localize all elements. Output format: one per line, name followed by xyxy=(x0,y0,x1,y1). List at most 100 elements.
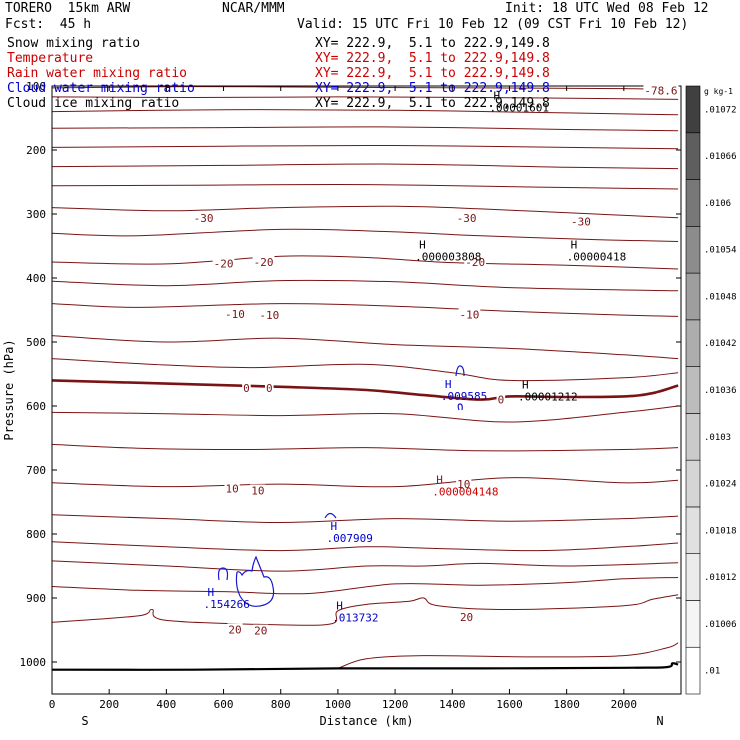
plot-frame xyxy=(51,85,682,695)
org-label: NCAR/MMM xyxy=(222,1,285,16)
colorbar-label-11: .01066 xyxy=(704,152,737,162)
x-tick-label: 1800 xyxy=(553,698,580,711)
isotherm-label-4: -20 xyxy=(214,257,234,270)
maximum-mark-3: H xyxy=(445,378,452,391)
x-tick-label: 600 xyxy=(214,698,234,711)
y-tick-label: 900 xyxy=(26,592,46,605)
isotherm-label-6: -20 xyxy=(465,256,485,269)
isotherm-label-bg xyxy=(242,382,251,394)
isotherm-label-18: 20 xyxy=(254,625,267,638)
isotherm-line-5 xyxy=(51,163,679,170)
colorbar-swatch-1 xyxy=(685,600,701,648)
y-tick-label: 200 xyxy=(26,144,46,157)
x-tick-label: 2000 xyxy=(611,698,638,711)
colorbar-label-9: .01054 xyxy=(704,246,737,256)
maximum-value-0: .00001601 xyxy=(489,101,549,114)
isotherm-label-bg xyxy=(496,393,506,405)
colorbar-swatch-3 xyxy=(685,506,701,554)
x-tick-label: 1400 xyxy=(439,698,466,711)
isotherm-label-17: 20 xyxy=(228,623,241,636)
x-tick-label: 1200 xyxy=(382,698,409,711)
isotherm-label-bg xyxy=(264,382,274,394)
maximum-mark-5: H xyxy=(436,473,443,486)
isotherm-line-4 xyxy=(51,144,679,150)
colorbar-swatch-0 xyxy=(685,646,701,695)
maximum-value-6: .007909 xyxy=(326,532,372,545)
y-tick-label: 400 xyxy=(26,272,46,285)
maximum-mark-2: H xyxy=(571,238,578,251)
field-xy-cloud-water: XY= 222.9, 5.1 to 222.9,149.8 xyxy=(315,81,550,96)
colorbar-swatch-11 xyxy=(685,132,701,180)
init-label: Init: 18 UTC Wed 08 Feb 12 xyxy=(505,1,709,16)
field-label-cloud-water: Cloud water mixing ratio xyxy=(7,81,195,96)
maximum-value-5: .000004148 xyxy=(432,485,498,498)
field-label-cloud-ice: Cloud ice mixing ratio xyxy=(7,96,180,111)
ground-line xyxy=(51,662,679,671)
x-axis-title: Distance (km) xyxy=(320,714,414,728)
isotherm-label-bg xyxy=(224,307,246,319)
y-tick-label: 700 xyxy=(26,464,46,477)
isotherm-line-16 xyxy=(51,443,679,452)
colorbar-label-4: .01024 xyxy=(704,480,737,490)
isotherm-label-11: 0 xyxy=(266,382,273,395)
isotherm-label-7: -10 xyxy=(225,308,245,321)
isotherm-label-bg xyxy=(224,482,240,494)
maximum-value-1: .000003808 xyxy=(415,250,481,263)
colorbar-label-8: .01048 xyxy=(704,292,737,302)
maximum-mark-7: H xyxy=(208,586,215,599)
y-tick-label: 300 xyxy=(26,208,46,221)
colorbar-label-3: .01018 xyxy=(704,526,737,536)
isotherm-label-bg xyxy=(458,611,475,623)
isotherm-label-2: -30 xyxy=(457,212,477,225)
isotherm-line-11 xyxy=(51,303,679,317)
field-xy-temperature: XY= 222.9, 5.1 to 222.9,149.8 xyxy=(315,51,550,66)
maximum-mark-8: H xyxy=(336,599,343,612)
isotherm-label-12: 0 xyxy=(498,394,505,407)
field-label-snow: Snow mixing ratio xyxy=(7,36,141,51)
maximum-mark-1: H xyxy=(419,238,426,251)
isotherm-label-bg xyxy=(253,624,269,636)
colorbar-swatch-12 xyxy=(685,85,701,134)
isotherm-label-bg xyxy=(192,211,215,223)
isotherm-line-9 xyxy=(51,255,679,270)
colorbar-swatch-6 xyxy=(685,366,701,414)
cloud-water-contour-4 xyxy=(324,512,337,519)
isotherm-label-13: 10 xyxy=(225,483,238,496)
x-tick-label: 200 xyxy=(99,698,119,711)
isotherm-label-bg xyxy=(455,211,478,223)
colorbar-label-7: .01042 xyxy=(704,339,737,349)
maximum-value-2: .00000418 xyxy=(567,250,627,263)
maximum-mark-6: H xyxy=(330,520,337,533)
y-tick-label: 800 xyxy=(26,528,46,541)
isotherm-line-7 xyxy=(51,205,679,219)
isotherm-label-bg xyxy=(464,256,487,267)
isotherm-line-3 xyxy=(51,126,679,132)
colorbar-swatch-7 xyxy=(685,319,701,367)
isotherm-line-6 xyxy=(51,183,679,190)
isotherm-line-17 xyxy=(51,477,679,488)
field-label-rain: Rain water mixing ratio xyxy=(7,66,188,81)
isotherm-line-10 xyxy=(51,279,679,292)
x-tick-label: 0 xyxy=(49,698,56,711)
maximum-value-7: .154266 xyxy=(204,598,250,611)
isotherm-line-1 xyxy=(51,96,679,100)
isotherm-line-15 xyxy=(51,405,679,423)
colorbar-label-12: .01072 xyxy=(704,105,737,115)
cloud-water-contour-3 xyxy=(457,403,463,411)
isotherm-line-22 xyxy=(51,594,679,626)
isotherm-label-1: -30 xyxy=(194,212,214,225)
model-label: TORERO 15km ARW xyxy=(5,1,131,16)
maximum-value-4: .00001212 xyxy=(518,391,578,404)
colorbar-label-1: .01006 xyxy=(704,620,737,630)
isotherm-label-bg xyxy=(458,308,481,320)
x-end-label-left: S xyxy=(81,714,88,728)
isotherm-label-8: -10 xyxy=(259,309,279,322)
isotherm-label-bg xyxy=(258,309,281,321)
x-end-label-right: N xyxy=(656,714,663,728)
colorbar-label-6: .01036 xyxy=(704,386,737,396)
maximum-value-3: .009585 xyxy=(441,390,487,403)
isotherm-line-12 xyxy=(51,335,679,360)
isotherm-line-13 xyxy=(51,358,679,382)
colorbar-swatch-9 xyxy=(685,226,701,274)
